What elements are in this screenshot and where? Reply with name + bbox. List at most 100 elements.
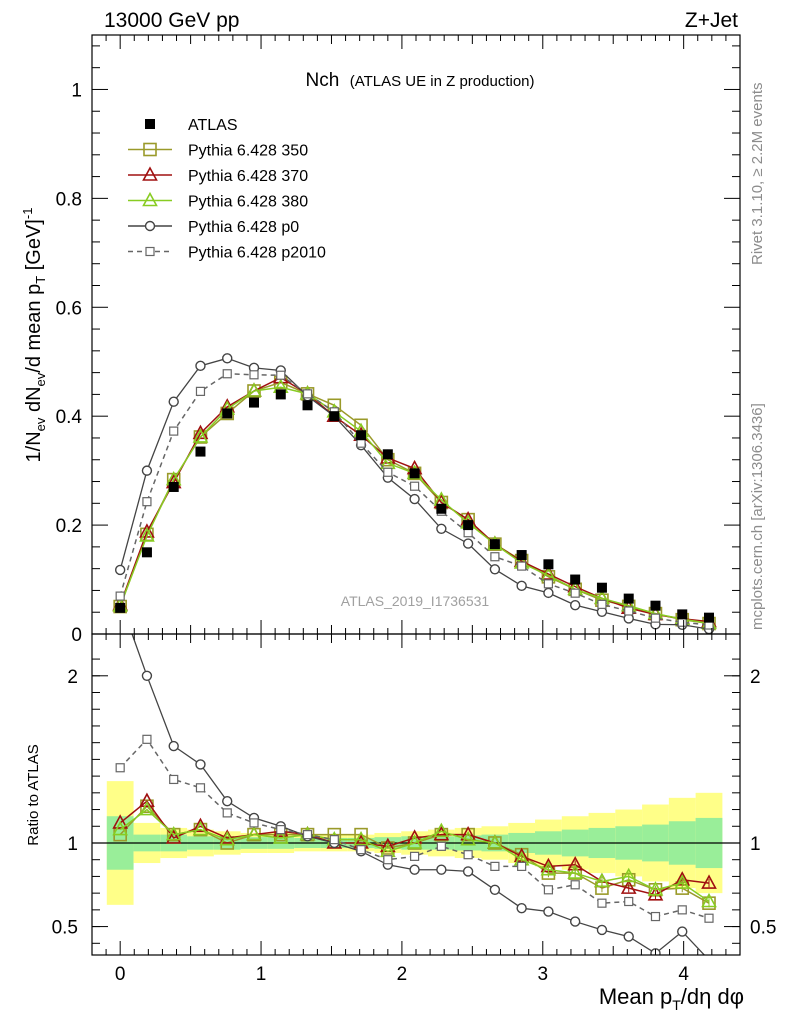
atlas-data-point bbox=[570, 574, 581, 585]
series-point-4 bbox=[677, 617, 687, 627]
ratio-point-4 bbox=[222, 808, 232, 818]
ratio-point-2 bbox=[620, 867, 637, 883]
series-point-2 bbox=[139, 527, 155, 542]
ratio-point-2 bbox=[647, 881, 664, 896]
mcplots-info-label: mcplots.cern.ch [arXiv:1306.3436] bbox=[749, 403, 766, 630]
y-tick-label: 0.4 bbox=[56, 407, 83, 428]
series-point-2 bbox=[192, 428, 209, 443]
ratio-point-2 bbox=[701, 892, 717, 908]
atlas-data-point bbox=[623, 593, 634, 604]
ratio-point-3 bbox=[462, 866, 474, 877]
legend: ATLAS Pythia 6.428 350 Pythia 6.428 370 Pyt… bbox=[128, 117, 326, 262]
ratio-point-4 bbox=[490, 861, 500, 871]
ratio-point-2 bbox=[433, 822, 450, 838]
ratio-point-1 bbox=[139, 792, 155, 807]
ratio-point-2 bbox=[540, 861, 557, 876]
ratio-point-4 bbox=[409, 851, 420, 861]
y-axis-title: 1/Nev dNev/d mean pT [GeV]-1 bbox=[20, 208, 48, 463]
legend-marker-1 bbox=[142, 166, 158, 181]
series-point-2 bbox=[246, 382, 262, 397]
ratio-point-4 bbox=[704, 913, 714, 923]
atlas-data-point bbox=[463, 520, 474, 531]
ratio-point-4 bbox=[436, 841, 446, 851]
ratio-point-3 bbox=[596, 924, 608, 936]
atlas-data-point bbox=[195, 446, 206, 457]
ratio-point-3 bbox=[195, 759, 206, 770]
ratio-point-1 bbox=[433, 825, 450, 841]
series-point-4 bbox=[543, 579, 554, 589]
ratio-point-1 bbox=[647, 886, 664, 901]
y-tick-label: 1 bbox=[71, 80, 82, 101]
atlas-data-point bbox=[409, 468, 420, 479]
ratio-tick-label-left: 0.5 bbox=[52, 918, 78, 939]
atlas-data-point bbox=[275, 389, 286, 400]
x-tick-label: 2 bbox=[397, 964, 408, 985]
series-point-4 bbox=[624, 606, 634, 616]
header-left-label: 13000 GeV pp bbox=[104, 9, 239, 32]
ratio-point-4 bbox=[249, 818, 259, 828]
series-point-3 bbox=[516, 580, 527, 592]
ratio-point-4 bbox=[383, 855, 393, 865]
ratio-series-group bbox=[112, 634, 717, 955]
ratio-tick-label-left: 2 bbox=[67, 667, 78, 688]
series-point-3 bbox=[195, 360, 206, 372]
ratio-point-2 bbox=[139, 800, 155, 816]
atlas-data-point bbox=[356, 430, 367, 441]
ratio-point-4 bbox=[570, 880, 580, 890]
atlas-data-point bbox=[677, 609, 688, 620]
ratio-point-2 bbox=[487, 834, 503, 849]
y-tick-label: 0.2 bbox=[56, 516, 82, 537]
atlas-data-point bbox=[543, 559, 554, 570]
series-point-4 bbox=[356, 438, 366, 448]
series-point-4 bbox=[222, 369, 232, 379]
ratio-point-0 bbox=[354, 827, 368, 842]
ratio-point-2 bbox=[460, 830, 476, 846]
series-point-3 bbox=[141, 465, 153, 476]
series-point-4 bbox=[383, 467, 393, 477]
atlas-data-point bbox=[222, 408, 233, 419]
ratio-point-1 bbox=[701, 874, 717, 889]
ratio-point-2 bbox=[353, 830, 369, 846]
atlas-data-point bbox=[596, 582, 607, 593]
atlas-data-point bbox=[168, 481, 179, 492]
atlas-data-point bbox=[382, 449, 393, 460]
ratio-point-3 bbox=[409, 864, 420, 875]
ratio-point-2 bbox=[165, 825, 182, 841]
ratio-point-2 bbox=[112, 820, 129, 836]
series-point-3 bbox=[436, 523, 447, 534]
atlas-data-point bbox=[489, 539, 500, 550]
ratio-point-3 bbox=[489, 884, 501, 895]
chart-title: Nch (ATLAS UE in Z production) bbox=[305, 70, 534, 91]
legend-marker-4 bbox=[145, 246, 155, 257]
ratio-point-2 bbox=[594, 872, 610, 888]
ratio-plot-frame bbox=[91, 633, 741, 956]
ratio-point-1 bbox=[192, 817, 209, 833]
ratio-point-3 bbox=[569, 916, 581, 927]
chart-title-subtitle: (ATLAS UE in Z production) bbox=[350, 73, 535, 90]
ratio-point-4 bbox=[329, 835, 339, 845]
series-point-3 bbox=[114, 564, 126, 576]
series-point-3 bbox=[222, 353, 233, 364]
x-tick-label: 1 bbox=[256, 964, 267, 985]
series-point-4 bbox=[517, 561, 527, 571]
y-tick-label: 0.8 bbox=[56, 189, 82, 210]
legend-marker-0 bbox=[143, 142, 157, 157]
atlas-data-point bbox=[516, 550, 527, 561]
series-point-4 bbox=[115, 591, 125, 601]
ratio-point-4 bbox=[115, 763, 125, 773]
header-right-label: Z+Jet bbox=[685, 9, 738, 32]
x-tick-label: 0 bbox=[115, 964, 126, 985]
y-tick-label: 0.6 bbox=[56, 298, 82, 319]
atlas-data-point bbox=[302, 400, 313, 411]
ratio-point-4 bbox=[169, 774, 179, 785]
series-point-4 bbox=[142, 497, 152, 507]
x-tick-label: 4 bbox=[678, 964, 689, 985]
ratio-point-1 bbox=[112, 814, 129, 829]
legend-marker-atlas bbox=[145, 119, 155, 129]
series-point-4 bbox=[276, 370, 286, 380]
series-point-3 bbox=[462, 538, 474, 549]
ratio-point-4 bbox=[356, 845, 366, 855]
legend-label-0: Pythia 6.428 350 bbox=[188, 143, 308, 160]
series-point-3 bbox=[409, 493, 420, 505]
ratio-tick-label-right: 1 bbox=[750, 834, 761, 855]
